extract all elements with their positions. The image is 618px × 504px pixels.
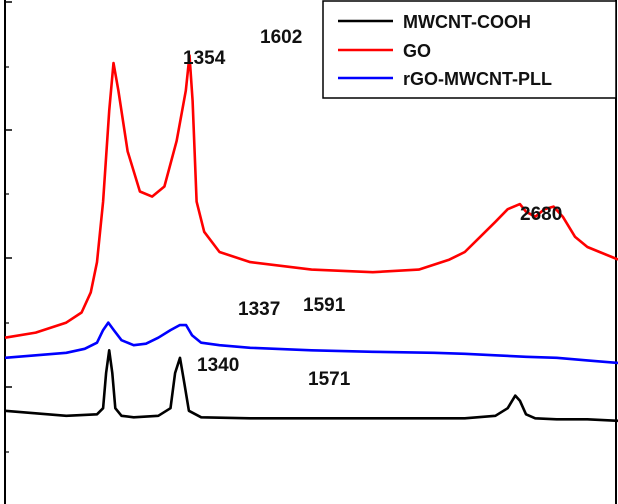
peak-label-1602: 1602 (260, 27, 302, 48)
legend-label-mwcnt-cooh: MWCNT-COOH (403, 12, 531, 32)
legend-label-go: GO (403, 41, 431, 61)
legend-label-rgo-mwcnt-pll: rGO-MWCNT-PLL (403, 69, 552, 89)
peak-label-2680: 2680 (520, 204, 562, 225)
peak-label-1340: 1340 (197, 355, 239, 376)
peak-label-1354: 1354 (183, 48, 226, 69)
legend: MWCNT-COOH GO rGO-MWCNT-PLL (322, 0, 617, 99)
series-line-go (4, 54, 618, 339)
peak-label-1591: 1591 (303, 295, 346, 316)
peak-label-1337: 1337 (238, 299, 280, 320)
peak-label-1571: 1571 (308, 369, 351, 390)
series-line-mwcnt-cooh (4, 349, 618, 423)
series-line-rgo-mwcnt-pll (4, 321, 618, 365)
